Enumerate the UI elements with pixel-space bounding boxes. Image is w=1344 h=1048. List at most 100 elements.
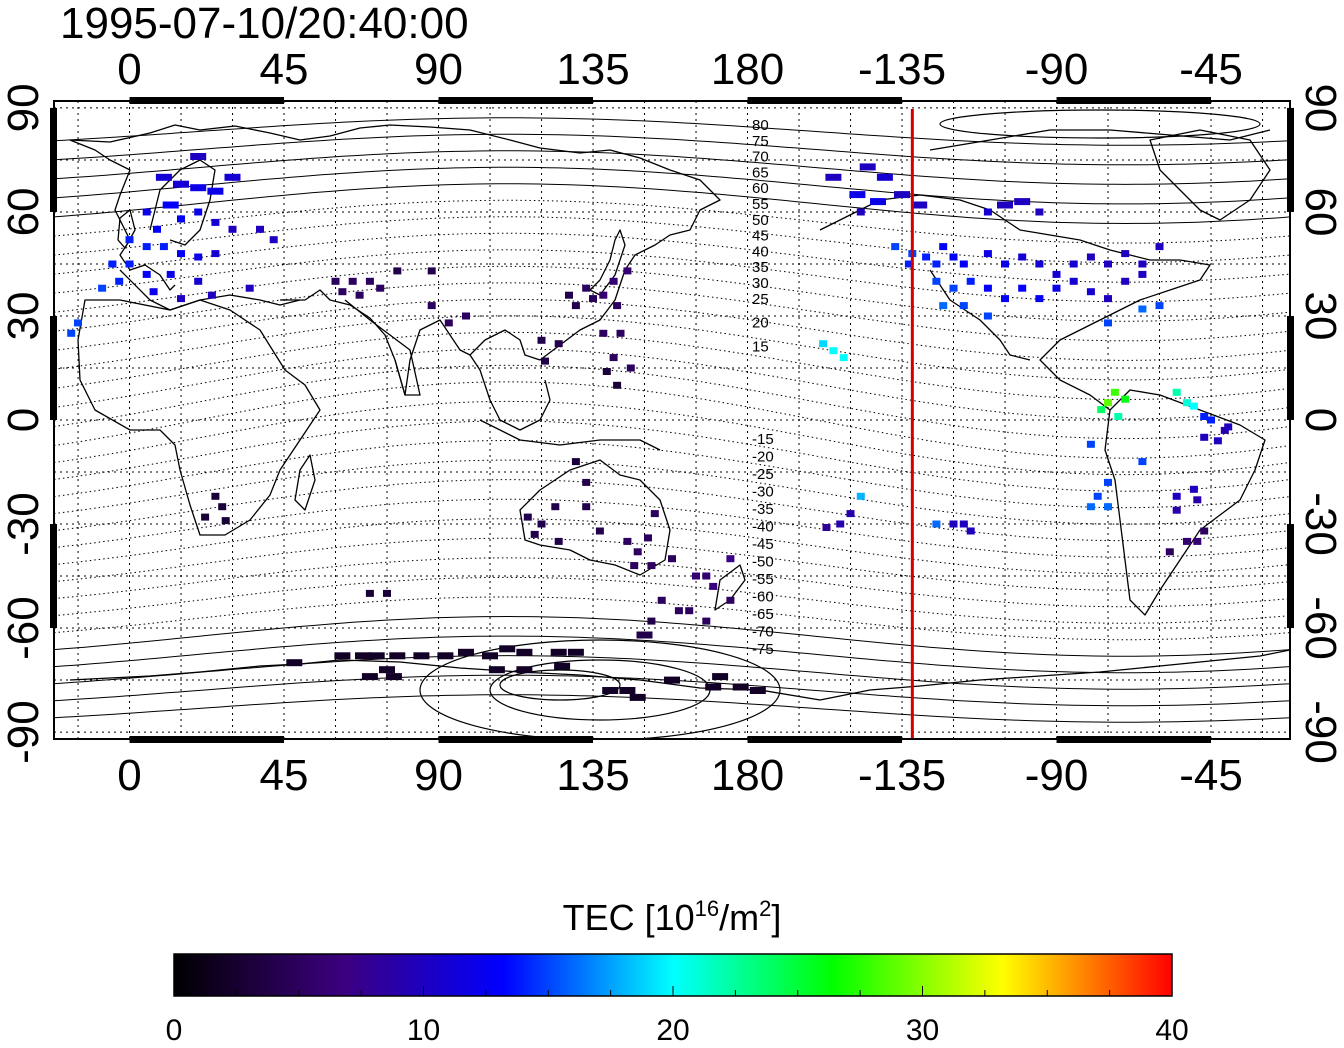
magnetic-contour xyxy=(54,655,1290,690)
frame-bar-right xyxy=(1287,315,1294,420)
tec-point xyxy=(1224,423,1233,431)
tec-point xyxy=(932,260,941,268)
magnetic-contour xyxy=(54,150,1290,185)
magnetic-contour xyxy=(54,331,1290,401)
latitude-tick-label: -90 xyxy=(1296,700,1344,764)
left-latitude-ticks: 90 60 30 0 -30 -60 -90 xyxy=(0,83,48,763)
contour-label: -20 xyxy=(752,449,774,466)
longitude-tick-label: 45 xyxy=(260,751,309,800)
tec-point xyxy=(245,284,254,292)
magnetic-contour xyxy=(54,557,1290,608)
contour-label: -45 xyxy=(752,536,774,553)
tec-point xyxy=(1183,399,1191,407)
magnetic-contour xyxy=(54,265,1290,322)
tec-point xyxy=(1086,503,1095,511)
tec-point xyxy=(365,589,374,597)
tec-point xyxy=(825,173,842,181)
tec-point xyxy=(1086,288,1095,296)
tec-point xyxy=(1001,295,1009,303)
tec-point xyxy=(523,513,532,521)
latitude-tick-label: 90 xyxy=(1296,83,1344,132)
latitude-tick-label: 30 xyxy=(0,292,48,341)
contour-label: -70 xyxy=(752,624,774,641)
longitude-tick-label: 0 xyxy=(117,45,141,94)
tec-point xyxy=(629,693,646,701)
tec-point xyxy=(541,357,549,365)
magnetic-contour xyxy=(54,635,1290,674)
tec-point xyxy=(554,340,563,348)
tec-point xyxy=(348,277,357,285)
frame-bar-left xyxy=(50,524,57,629)
latitude-tick-label: -60 xyxy=(0,596,48,660)
tec-point xyxy=(870,198,886,206)
magnetic-contour xyxy=(54,282,1290,342)
contour-label: 55 xyxy=(752,196,769,213)
tec-point xyxy=(554,537,563,545)
tec-point xyxy=(685,607,694,615)
tec-point xyxy=(829,347,838,355)
tec-point xyxy=(849,191,866,199)
tec-point xyxy=(657,596,666,604)
longitude-tick-label: -135 xyxy=(858,751,946,800)
tec-point xyxy=(702,617,711,625)
tec-point xyxy=(891,243,900,251)
tec-point xyxy=(1155,302,1164,310)
tec-point xyxy=(911,201,928,209)
tec-point xyxy=(444,319,453,327)
tec-point xyxy=(567,648,584,656)
tec-point xyxy=(1189,485,1198,493)
tec-point xyxy=(702,572,711,580)
tec-point xyxy=(856,492,865,500)
magnetic-contour xyxy=(54,381,1290,459)
tec-point xyxy=(839,354,848,362)
magnetic-contour xyxy=(54,183,1290,225)
tec-point xyxy=(207,291,216,299)
contour-label: 35 xyxy=(752,259,769,276)
tec-point xyxy=(361,673,378,681)
tec-point xyxy=(218,503,227,511)
magnetic-contour xyxy=(54,518,1290,575)
tec-point xyxy=(554,662,571,670)
tec-point xyxy=(413,652,430,660)
tec-point xyxy=(692,572,700,580)
tec-point xyxy=(983,284,992,292)
tec-point xyxy=(1193,496,1202,504)
tec-point xyxy=(922,253,931,261)
contour-label: -50 xyxy=(752,554,774,571)
tec-point xyxy=(644,534,652,542)
tec-point xyxy=(1193,537,1202,545)
tec-point xyxy=(668,555,676,563)
tec-point xyxy=(458,648,474,656)
tec-point xyxy=(1121,250,1130,258)
tec-point xyxy=(732,683,749,691)
tec-point xyxy=(949,520,958,528)
tec-point xyxy=(173,180,189,188)
latitude-tick-label: -30 xyxy=(0,492,48,556)
tec-point xyxy=(997,201,1013,209)
contour-label: -40 xyxy=(752,519,774,536)
tec-point xyxy=(211,492,220,500)
frame-tick-bars xyxy=(50,97,1294,743)
tec-point xyxy=(1138,260,1147,268)
tec-point xyxy=(959,260,968,268)
tec-point xyxy=(177,295,185,303)
tec-point xyxy=(190,184,207,192)
longitude-tick-label: -45 xyxy=(1179,45,1243,94)
tec-point xyxy=(162,201,179,209)
tec-point xyxy=(571,458,580,466)
tec-point xyxy=(894,191,910,199)
tec-point xyxy=(142,270,151,278)
contour-label: 45 xyxy=(752,228,769,245)
tec-point xyxy=(595,527,604,535)
colorbar xyxy=(173,953,1173,997)
coastlines xyxy=(69,124,1290,701)
tec-point xyxy=(1035,295,1044,303)
tec-point xyxy=(1172,492,1181,500)
latitude-tick-label: 0 xyxy=(1296,408,1344,432)
tec-point xyxy=(565,291,573,299)
tec-point xyxy=(177,250,185,258)
tec-point xyxy=(1138,270,1147,278)
contour-label: 75 xyxy=(752,133,769,150)
tec-point xyxy=(211,250,220,258)
